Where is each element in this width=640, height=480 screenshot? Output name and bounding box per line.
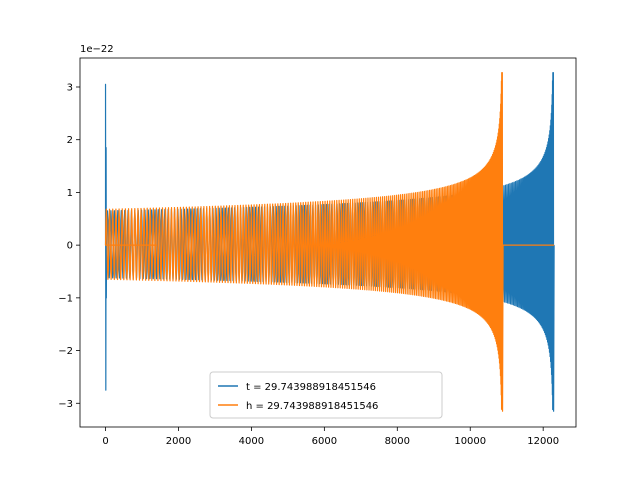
x-tick-label: 6000 <box>312 436 337 447</box>
series-layer <box>104 72 555 412</box>
y-axis: −3 −2 −1 0 1 2 3 <box>58 82 80 410</box>
x-tick-label: 10000 <box>454 436 486 447</box>
x-axis: 0 2000 4000 6000 8000 10000 12000 <box>102 427 559 447</box>
legend-entry: t = 29.743988918451546 <box>246 382 376 393</box>
x-tick-label: 8000 <box>385 436 410 447</box>
y-tick-label: 3 <box>67 82 73 93</box>
series-line-h <box>104 72 555 412</box>
y-tick-label: −3 <box>58 399 73 410</box>
plot-frame <box>79 57 577 428</box>
y-tick-label: 2 <box>67 135 73 146</box>
y-tick-label: −1 <box>58 293 73 304</box>
x-tick-label: 12000 <box>527 436 559 447</box>
y-tick-label: 1 <box>67 188 73 199</box>
legend-entry: h = 29.743988918451546 <box>246 401 378 412</box>
y-tick-label: 0 <box>67 241 73 252</box>
x-tick-label: 4000 <box>239 436 264 447</box>
x-tick-label: 2000 <box>166 436 191 447</box>
legend-box <box>209 371 443 419</box>
y-tick-label: −2 <box>58 346 73 357</box>
legend: t = 29.743988918451546 h = 29.74398891845… <box>209 371 443 419</box>
x-tick-label: 0 <box>102 436 108 447</box>
y-offset-label: 1e−22 <box>80 44 114 55</box>
